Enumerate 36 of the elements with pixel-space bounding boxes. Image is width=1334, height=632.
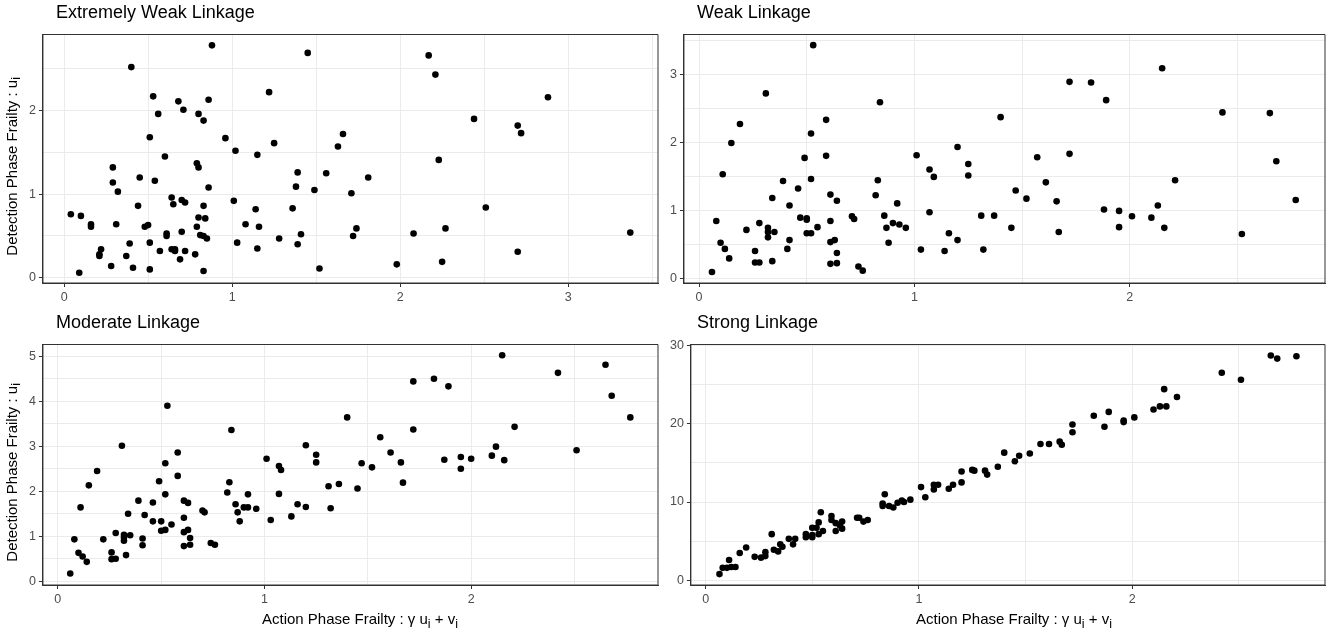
x-tick-label: 0	[702, 591, 710, 606]
x-tick-label: 2	[396, 289, 404, 304]
chart-title: Strong Linkage	[696, 311, 820, 334]
y-tick-label: 30	[670, 337, 684, 352]
y-tick-label: 10	[670, 494, 684, 509]
x-tick-label: 0	[695, 289, 703, 304]
y-tick-label: 2	[29, 103, 36, 118]
y-tick-label: 20	[670, 416, 684, 431]
y-tick-label: 0	[670, 270, 677, 285]
x-axis-title: Action Phase Frailty : γ u$_{i}$ + v$_{i}$	[914, 610, 1114, 632]
x-tick-label: 2	[1126, 289, 1134, 304]
x-tick-label: 0	[54, 591, 62, 606]
y-tick-label: 2	[29, 483, 36, 498]
y-tick-label: 0	[29, 573, 36, 588]
y-tick-label: 0	[29, 270, 36, 285]
y-tick-label: 3	[29, 438, 36, 453]
y-tick-label: 4	[29, 393, 36, 408]
y-tick-label: 1	[670, 202, 677, 217]
chart-title: Moderate Linkage	[55, 311, 202, 334]
y-tick-label: 1	[29, 528, 36, 543]
x-axis-title: Action Phase Frailty : γ u$_{i}$ + v$_{i}$	[260, 610, 460, 632]
y-tick-label: 1	[29, 186, 36, 201]
y-tick-label: 2	[670, 134, 677, 149]
y-tick-label: 0	[676, 572, 684, 587]
y-tick-label: 5	[29, 348, 36, 363]
x-tick-label: 1	[228, 289, 236, 304]
x-tick-label: 1	[915, 591, 923, 606]
x-tick-label: 2	[1128, 591, 1136, 606]
x-tick-label: 1	[910, 289, 918, 304]
x-tick-label: 1	[261, 591, 269, 606]
x-tick-label: 0	[60, 289, 68, 304]
chart-title: Extremely Weak Linkage	[55, 1, 256, 24]
x-tick-label: 2	[467, 591, 475, 606]
chart-title: Weak Linkage	[696, 1, 812, 24]
y-tick-label: 3	[670, 66, 677, 81]
x-tick-label: 3	[564, 289, 572, 304]
